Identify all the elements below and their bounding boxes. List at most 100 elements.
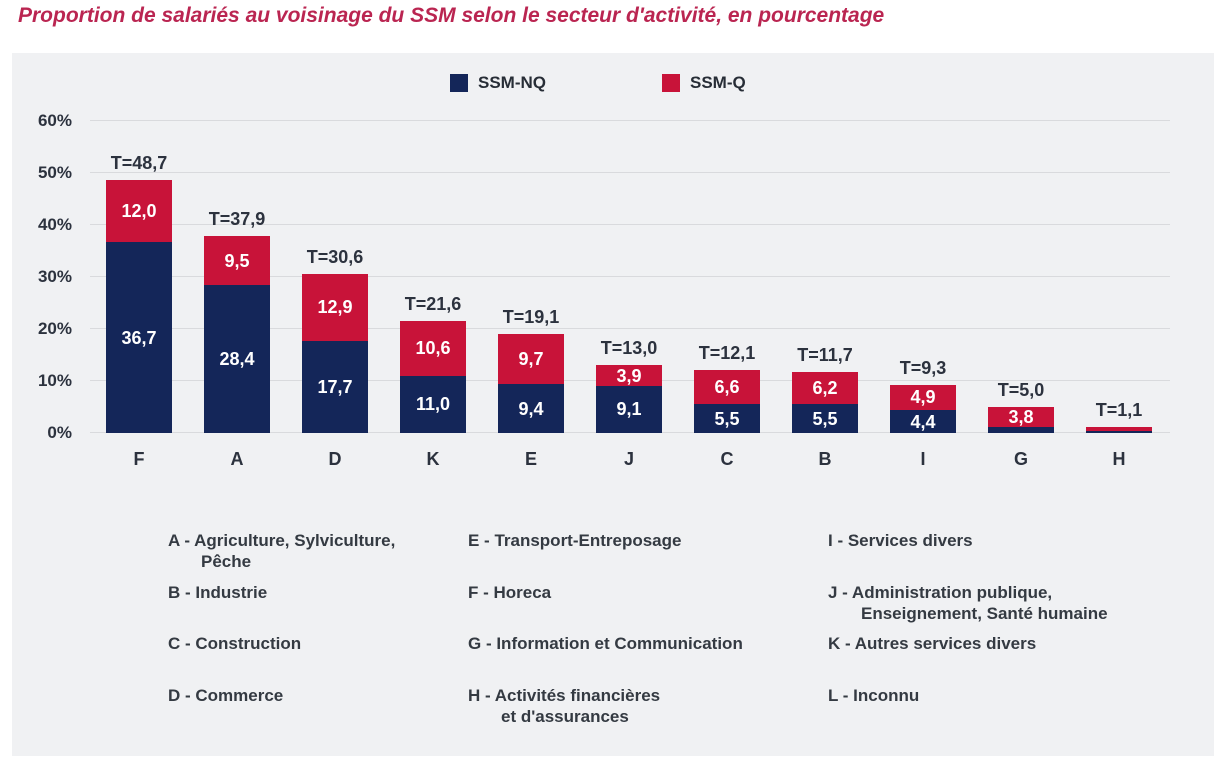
bar-segment-ssm-nq: 9,4 — [498, 384, 564, 433]
plot-area: 0% 10% 20% 30% 40% 50% 60% 36,7 12,0 T=48,7 F 28,4 9… — [38, 111, 1170, 469]
y-tick-label: 30% — [37, 267, 72, 286]
bar-segment-ssm-nq: 28,4 — [204, 285, 270, 433]
legend-label: SSM-NQ — [478, 73, 546, 92]
bar-segment-ssm-q: 12,0 — [106, 179, 172, 243]
legend-item-ssm-q: SSM-Q — [662, 73, 746, 93]
bar-segment-ssm-q: 9,5 — [204, 235, 270, 286]
total-label: T=30,6 — [306, 246, 364, 267]
bar-segment-label: 9,7 — [518, 348, 544, 369]
bar-segment-label: 11,0 — [415, 394, 451, 415]
bar-segment-label: 9,5 — [224, 250, 250, 271]
bar-segment-label: 4,4 — [910, 411, 936, 432]
y-tick-label: 0% — [47, 423, 72, 442]
bar-segment-ssm-nq: 36,7 — [106, 242, 172, 433]
category-label: G — [1013, 449, 1028, 469]
chart-panel: SSM-NQ SSM-Q 0% 10% 20% 30% 40% 50% 60% 36,7 12,0… — [12, 53, 1214, 756]
sector-legend-item: C - Construction — [168, 634, 302, 654]
bar-segment-ssm-q: 9,7 — [498, 333, 564, 385]
bar-c: 5,5 6,6 — [694, 370, 760, 433]
sector-legend-item: J - Administration publique, Enseignemen… — [828, 582, 1108, 623]
bar-segment-ssm-nq: 5,5 — [792, 404, 858, 433]
bar-k: 11,0 10,6 — [400, 320, 466, 433]
bar-segment-ssm-q: 6,2 — [792, 372, 858, 405]
bar-i: 4,4 4,9 — [890, 384, 956, 433]
bar-b: 5,5 6,2 — [792, 372, 858, 433]
sector-legend-item: B - Industrie — [168, 582, 268, 602]
bar-segment-label: 36,7 — [121, 327, 157, 348]
total-label: T=12,1 — [698, 343, 756, 364]
sector-legend-item: L - Inconnu — [828, 686, 920, 706]
bar-segment-ssm-nq — [1086, 430, 1152, 433]
sector-legend-item: D - Commerce — [168, 686, 284, 706]
y-tick-label: 10% — [37, 371, 72, 390]
sector-legend-item: H - Activités financières et d'assurance… — [468, 686, 661, 727]
total-label: T=21,6 — [404, 293, 462, 314]
category-label: D — [328, 449, 342, 469]
bar-segment-ssm-q: 6,6 — [694, 370, 760, 405]
bar-segment-ssm-q: 3,9 — [596, 365, 662, 386]
bar-segment-label: 6,2 — [812, 378, 838, 399]
gridline — [90, 224, 1170, 225]
category-label: E — [524, 449, 537, 469]
chart-legend: SSM-NQ SSM-Q — [450, 73, 746, 93]
category-label: C — [720, 449, 734, 469]
y-tick-label: 50% — [37, 163, 72, 182]
bar-segment-label: 6,6 — [714, 377, 740, 398]
y-tick-label: 40% — [37, 215, 72, 234]
legend-label: SSM-Q — [690, 73, 746, 92]
bar-segment-ssm-nq: 4,4 — [890, 410, 956, 433]
category-label: I — [920, 449, 926, 469]
bar-segment-ssm-nq: 17,7 — [302, 340, 368, 433]
gridline — [90, 172, 1170, 173]
sector-legend-item: I - Services divers — [828, 531, 973, 550]
bar-segment-label: 28,4 — [219, 349, 255, 370]
bar-g: 3,8 — [988, 407, 1054, 433]
total-label: T=37,9 — [208, 208, 266, 229]
sector-legend-item: E - Transport-Entreposage — [468, 531, 682, 550]
category-label: F — [133, 449, 145, 469]
category-label: H — [1112, 449, 1126, 469]
category-label: K — [426, 449, 440, 469]
legend-swatch-icon — [450, 74, 468, 92]
total-label: T=9,3 — [899, 357, 947, 378]
sector-legend-item: A - Agriculture, Sylviculture, Pêche — [168, 531, 396, 571]
legend-swatch-icon — [662, 74, 680, 92]
bar-segment-ssm-q — [1086, 427, 1152, 431]
bar-h — [1086, 427, 1152, 433]
gridline — [90, 328, 1170, 329]
bar-segment-label: 17,7 — [317, 376, 353, 397]
bar-segment-ssm-nq: 11,0 — [400, 375, 466, 433]
gridline — [90, 120, 1170, 121]
category-label: A — [230, 449, 244, 469]
bar-segment-label: 12,0 — [121, 200, 157, 221]
bar-f: 36,7 12,0 — [106, 179, 172, 433]
bar-segment-label: 5,5 — [714, 408, 740, 429]
bar-d: 17,7 12,9 — [302, 273, 368, 433]
bar-segment-label: 5,5 — [812, 408, 838, 429]
bar-a: 28,4 9,5 — [204, 235, 270, 433]
page-title: Proportion de salariés au voisinage du S… — [18, 4, 885, 27]
sector-legend: A - Agriculture, Sylviculture, Pêche B - … — [168, 530, 1168, 737]
y-tick-label: 20% — [37, 319, 72, 338]
legend-item-ssm-nq: SSM-NQ — [450, 73, 546, 93]
sector-legend-item: K - Autres services divers — [828, 634, 1037, 654]
bar-segment-ssm-q: 4,9 — [890, 384, 956, 411]
bar-segment-label: 9,4 — [518, 398, 544, 419]
bar-segment-ssm-q: 3,8 — [988, 407, 1054, 427]
bar-segment-label: 12,9 — [317, 297, 353, 318]
total-label: T=13,0 — [600, 338, 658, 359]
total-label: T=5,0 — [997, 380, 1045, 400]
sector-legend-item: G - Information et Communication — [468, 634, 743, 654]
category-label: B — [818, 449, 832, 469]
total-label: T=1,1 — [1095, 400, 1143, 421]
total-label: T=11,7 — [797, 345, 853, 366]
gridline — [90, 276, 1170, 277]
bar-e: 9,4 9,7 — [498, 333, 564, 433]
bar-segment-ssm-q: 12,9 — [302, 273, 368, 341]
bar-segment-ssm-nq: 5,5 — [694, 404, 760, 433]
bar-segment-ssm-nq — [988, 426, 1054, 433]
sector-legend-item: F - Horeca — [468, 582, 552, 602]
category-label: J — [623, 449, 634, 469]
y-tick-label: 60% — [37, 111, 72, 130]
bar-j: 9,1 3,9 — [596, 365, 662, 433]
